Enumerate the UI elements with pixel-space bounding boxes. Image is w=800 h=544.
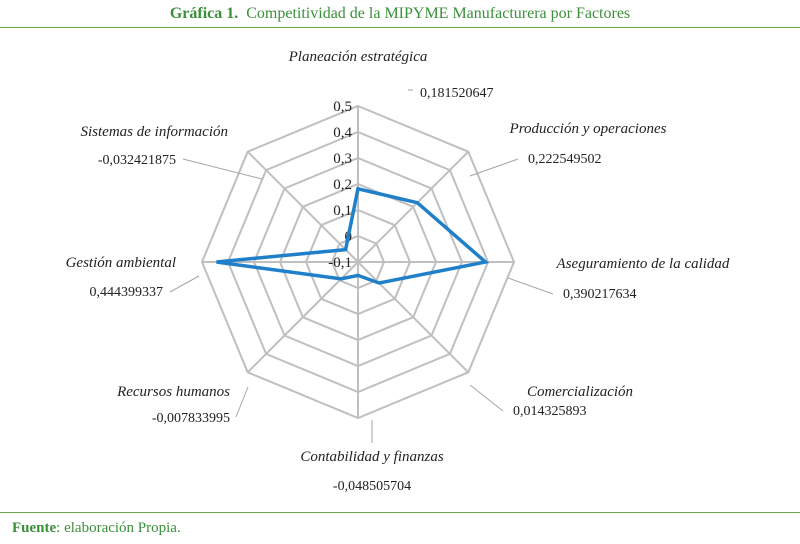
data-label: 0,181520647	[420, 86, 494, 101]
data-label-leader	[182, 158, 263, 180]
source-footer: Fuente : elaboración Propia.	[0, 512, 800, 544]
grid-spoke	[357, 261, 470, 374]
category-label: Producción y operaciones	[509, 121, 667, 137]
category-label: Aseguramiento de la calidad	[556, 256, 730, 272]
tick-label: -0,1	[328, 255, 352, 271]
data-label-leader	[235, 386, 249, 418]
data-label: 0,222549502	[528, 152, 602, 167]
data-label-leader	[507, 277, 554, 295]
chart-title: Competitividad de la MIPYME Manufacturer…	[246, 4, 631, 22]
grid-spoke	[246, 150, 359, 263]
category-label: Contabilidad y finanzas	[300, 449, 444, 465]
data-label: -0,032421875	[98, 153, 176, 168]
category-label: Comercialización	[527, 384, 633, 400]
tick-label: 0,3	[333, 151, 352, 167]
grid-spoke	[357, 150, 470, 263]
data-label: 0,444399337	[90, 285, 164, 300]
tick-label: 0,2	[333, 177, 352, 193]
source-text: : elaboración Propia.	[56, 520, 181, 536]
tick-label: 0,1	[333, 203, 352, 219]
category-label: Recursos humanos	[116, 384, 230, 400]
category-label: Sistemas de información	[81, 124, 229, 140]
tick-label: 0,5	[333, 99, 352, 115]
data-label: 0,014325893	[513, 404, 587, 419]
category-label: Gestión ambiental	[66, 255, 176, 271]
data-label: 0,390217634	[563, 287, 637, 302]
figure-number: Gráfica 1.	[169, 4, 239, 22]
data-label: -0,048505704	[333, 479, 411, 494]
data-series-line	[216, 186, 490, 285]
radar-chart: -0,1 0 0,1 0,2 0,3 0,4 0,5 Planeación estratégi…	[0, 28, 800, 512]
data-label: -0,007833995	[152, 411, 230, 426]
source-label: Fuente	[12, 520, 57, 536]
category-label: Planeación estratégica	[288, 49, 428, 65]
data-label-leader	[469, 158, 519, 177]
tick-label: 0,4	[333, 125, 352, 141]
data-label-leader	[169, 275, 200, 293]
chart-title-bar: Gráfica 1. Competitividad de la MIPYME M…	[0, 0, 800, 28]
data-label-leader	[469, 384, 504, 412]
